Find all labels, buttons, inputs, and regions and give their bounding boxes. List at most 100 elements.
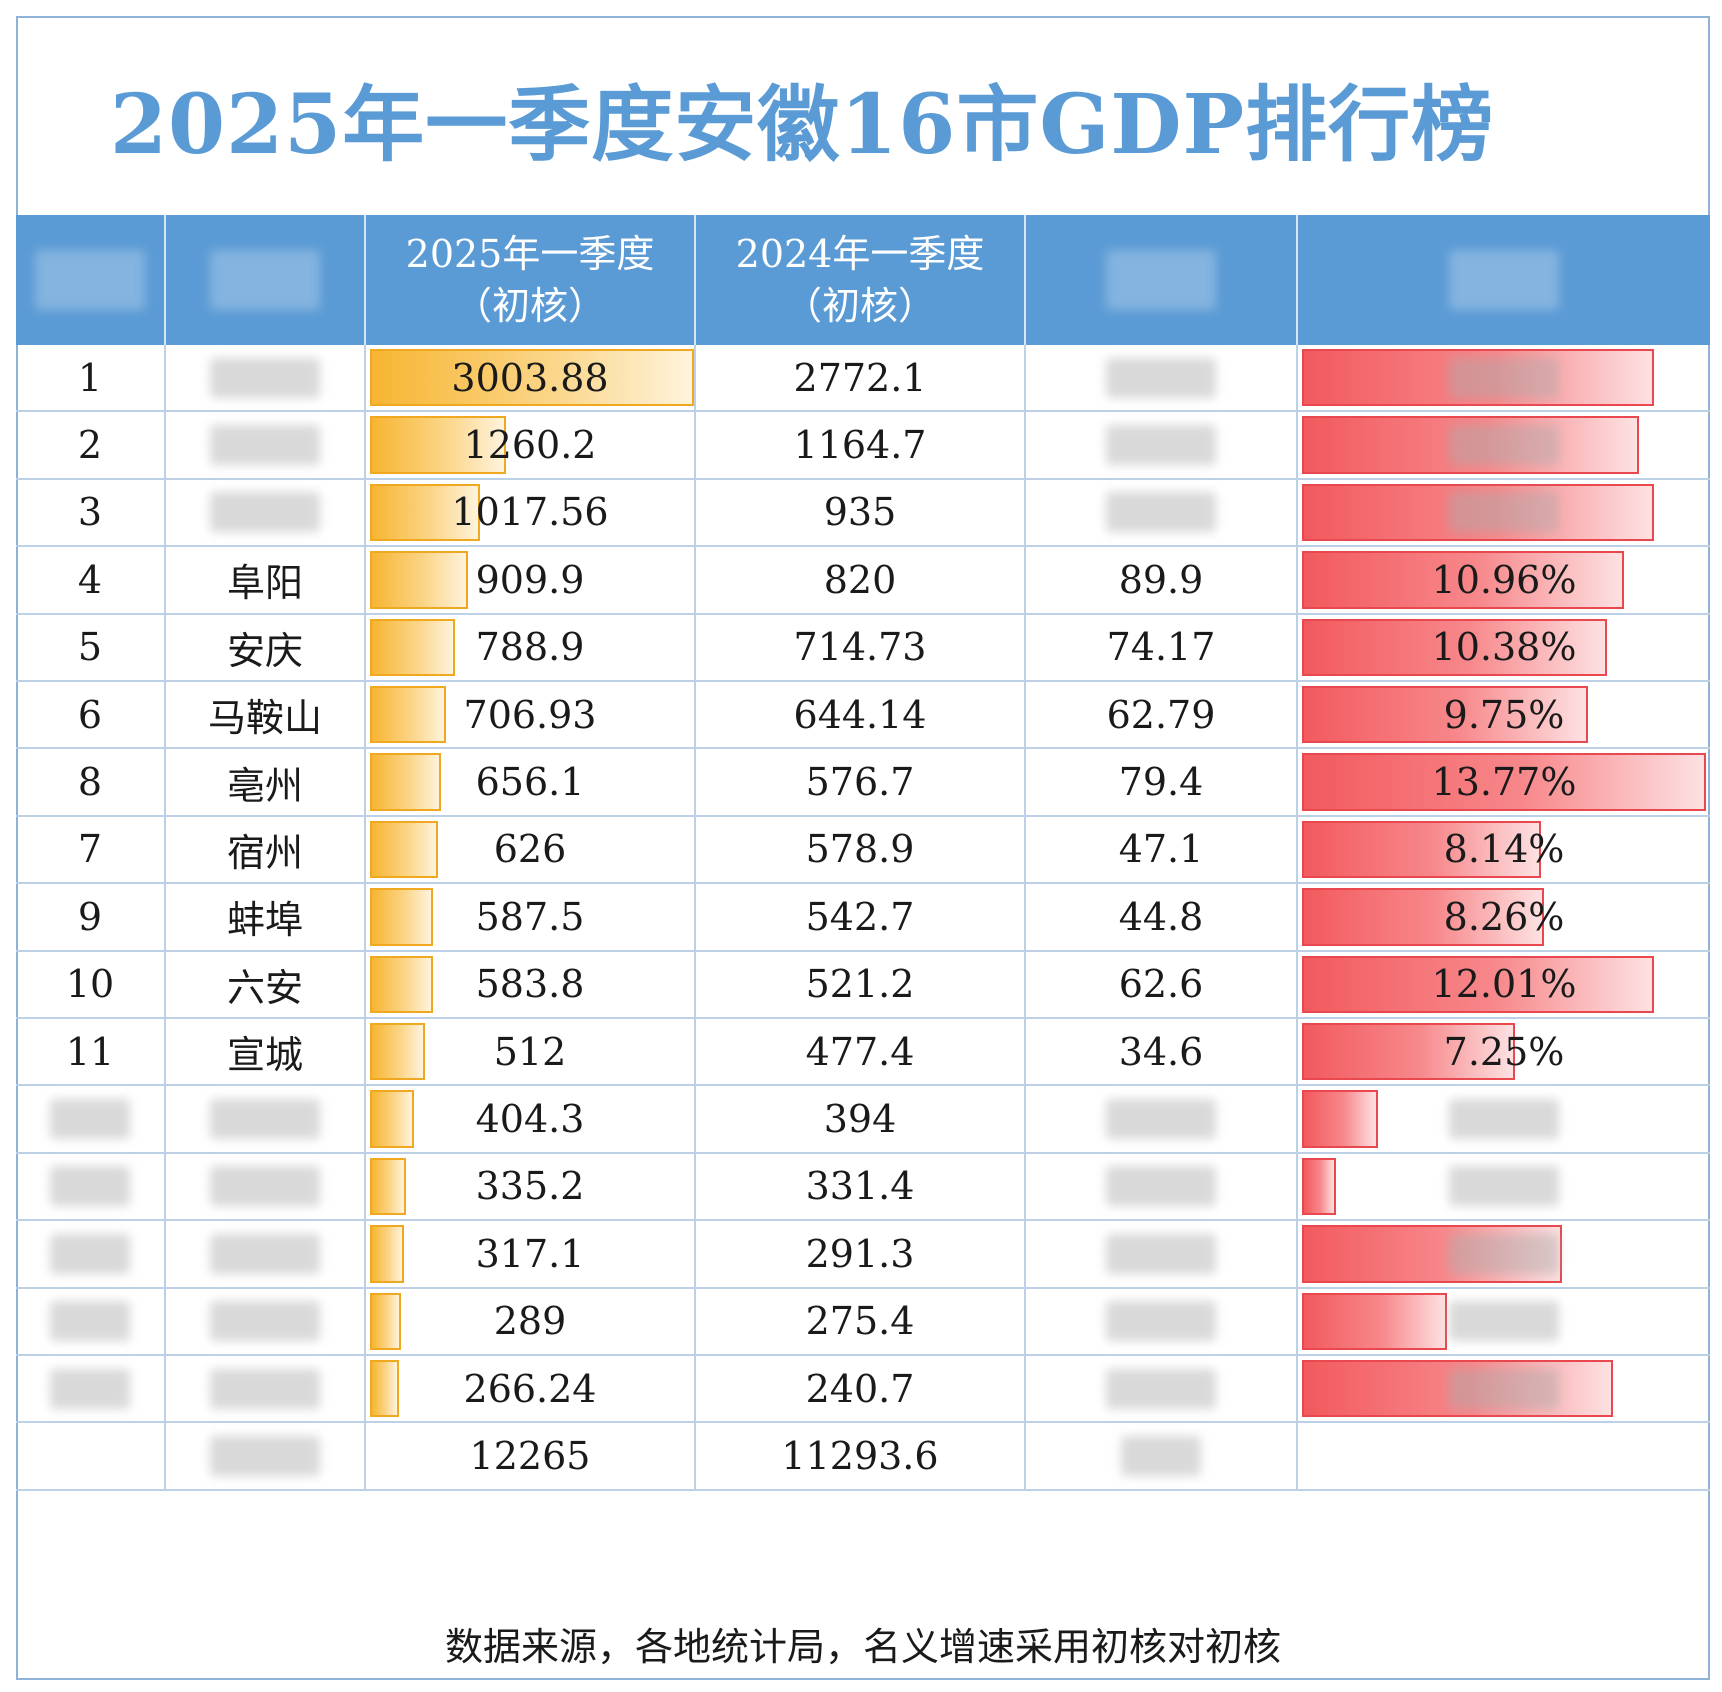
blurred-text bbox=[1106, 1368, 1216, 1409]
city-cell: 亳州 bbox=[226, 763, 303, 808]
table-cell: 89.9 bbox=[1026, 547, 1298, 613]
growth-bar bbox=[1302, 820, 1541, 879]
header-rank bbox=[16, 215, 166, 345]
increase-value: 44.8 bbox=[1118, 894, 1204, 939]
table-cell: 79.4 bbox=[1026, 749, 1298, 815]
gdp-2025-value: 909.9 bbox=[475, 557, 585, 602]
table-cell: 宿州 bbox=[166, 816, 366, 883]
blurred-text bbox=[210, 357, 320, 398]
table-cell: 4 bbox=[16, 547, 166, 613]
gdp-2025-value: 317.1 bbox=[475, 1231, 585, 1276]
table-cell bbox=[1298, 345, 1710, 410]
table-row: 8 亳州 656.1 576.7 79.4 13.77% bbox=[16, 749, 1710, 817]
gdp-2025-bar bbox=[370, 1360, 399, 1418]
data-source-note: 数据来源，各地统计局，名义增速采用初核对初核 bbox=[444, 1625, 1281, 1669]
table-cell bbox=[1298, 1423, 1710, 1488]
table-cell: 62.79 bbox=[1026, 682, 1298, 748]
table-cell: 10.96% bbox=[1298, 547, 1710, 612]
table-cell: 12265 bbox=[366, 1423, 696, 1489]
table-cell bbox=[166, 1288, 366, 1354]
gdp-2024-value: 394 bbox=[823, 1097, 897, 1142]
table-cell: 9 bbox=[16, 884, 166, 950]
table-cell: 10.38% bbox=[1298, 615, 1710, 680]
header-growth bbox=[1298, 215, 1710, 345]
growth-bar bbox=[1302, 955, 1655, 1013]
table-cell bbox=[166, 1153, 366, 1220]
table-cell: 331.4 bbox=[696, 1153, 1026, 1220]
blurred-text bbox=[210, 1368, 320, 1409]
header-gdp-2025: 2025年一季度 （初核） bbox=[366, 215, 696, 345]
table-row: 289 275.4 bbox=[16, 1288, 1710, 1356]
table-cell bbox=[1298, 1221, 1710, 1286]
blurred-text bbox=[1106, 1099, 1216, 1140]
gdp-2024-value: 644.14 bbox=[793, 692, 927, 737]
table-cell: 1260.2 bbox=[366, 412, 696, 478]
blurred-text bbox=[1449, 1368, 1559, 1409]
gdp-2025-value: 656.1 bbox=[475, 760, 585, 805]
rank-cell: 5 bbox=[77, 625, 103, 670]
gdp-2024-value: 521.2 bbox=[805, 962, 915, 1007]
table-cell bbox=[1298, 1356, 1710, 1421]
gdp-2025-bar bbox=[370, 416, 506, 474]
table-cell: 7 bbox=[16, 816, 166, 883]
table-cell: 266.24 bbox=[366, 1356, 696, 1422]
gdp-2025-bar bbox=[370, 888, 434, 946]
gdp-2024-value: 542.7 bbox=[805, 894, 915, 939]
increase-value: 34.6 bbox=[1118, 1029, 1204, 1074]
blurred-text bbox=[1449, 425, 1559, 466]
growth-bar bbox=[1302, 1360, 1613, 1418]
rank-cell: 10 bbox=[65, 962, 115, 1007]
table-cell: 576.7 bbox=[696, 749, 1026, 815]
table-cell: 935 bbox=[696, 479, 1026, 546]
table-cell bbox=[166, 1086, 366, 1152]
growth-bar bbox=[1302, 483, 1655, 542]
table-cell: 289 bbox=[366, 1288, 696, 1354]
rank-cell: 6 bbox=[77, 692, 103, 737]
header-city bbox=[166, 215, 366, 345]
table-cell bbox=[1026, 1423, 1298, 1489]
table-row: 317.1 291.3 bbox=[16, 1221, 1710, 1289]
increase-value: 89.9 bbox=[1118, 557, 1204, 602]
table-cell: 阜阳 bbox=[166, 547, 366, 613]
table-cell: 3 bbox=[16, 479, 166, 546]
table-cell bbox=[1026, 1288, 1298, 1354]
blurred-header-rank bbox=[35, 250, 145, 310]
table-cell: 11 bbox=[16, 1019, 166, 1085]
gdp-2025-value: 626 bbox=[493, 827, 567, 872]
gdp-2025-bar bbox=[370, 1157, 407, 1216]
gdp-2025-value: 335.2 bbox=[475, 1164, 585, 1209]
blurred-header-growth bbox=[1449, 250, 1559, 310]
growth-value: 8.26% bbox=[1443, 894, 1565, 939]
gdp-2025-bar bbox=[370, 349, 694, 407]
blurred-text bbox=[1449, 1301, 1559, 1342]
table-row: 3 1017.56 935 bbox=[16, 479, 1710, 548]
blurred-text bbox=[1106, 425, 1216, 466]
header-gdp-2025-line1: 2025年一季度 bbox=[405, 232, 655, 276]
table-row: 5 安庆 788.9 714.73 74.17 10.38% bbox=[16, 614, 1710, 682]
gdp-2025-value: 512 bbox=[493, 1029, 567, 1074]
city-cell: 宿州 bbox=[226, 830, 303, 875]
table-cell: 335.2 bbox=[366, 1153, 696, 1220]
growth-bar bbox=[1302, 349, 1655, 407]
rank-cell: 2 bbox=[77, 423, 103, 468]
blurred-text bbox=[50, 1166, 130, 1207]
gdp-2024-value: 291.3 bbox=[805, 1231, 915, 1276]
blurred-text bbox=[1106, 357, 1216, 398]
growth-bar bbox=[1302, 888, 1545, 946]
growth-bar bbox=[1302, 686, 1589, 744]
table-row: 1 3003.88 2772.1 bbox=[16, 345, 1710, 413]
increase-value: 47.1 bbox=[1118, 827, 1204, 872]
rank-cell: 9 bbox=[77, 894, 103, 939]
table-cell: 626 bbox=[366, 816, 696, 883]
table-cell bbox=[1026, 1086, 1298, 1152]
table-cell: 44.8 bbox=[1026, 884, 1298, 950]
table-cell bbox=[166, 345, 366, 411]
growth-value: 10.38% bbox=[1431, 625, 1577, 670]
header-increase bbox=[1026, 215, 1298, 345]
gdp-2025-value: 1017.56 bbox=[451, 490, 609, 535]
table-cell: 宣城 bbox=[166, 1019, 366, 1085]
blurred-text bbox=[1449, 1099, 1559, 1140]
table-cell bbox=[1026, 479, 1298, 546]
table-cell bbox=[16, 1288, 166, 1354]
gdp-2025-value: 404.3 bbox=[475, 1097, 585, 1142]
